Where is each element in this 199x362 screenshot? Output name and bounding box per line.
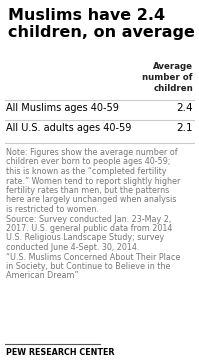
Text: Source: Survey conducted Jan. 23-May 2,: Source: Survey conducted Jan. 23-May 2, [6, 215, 171, 223]
Text: 2017. U.S. general public data from 2014: 2017. U.S. general public data from 2014 [6, 224, 172, 233]
Text: fertility rates than men, but the patterns: fertility rates than men, but the patter… [6, 186, 169, 195]
Text: in Society, but Continue to Believe in the: in Society, but Continue to Believe in t… [6, 262, 170, 271]
Text: All U.S. adults ages 40-59: All U.S. adults ages 40-59 [6, 123, 131, 133]
Text: All Muslims ages 40-59: All Muslims ages 40-59 [6, 103, 119, 113]
Text: children ever born to people ages 40-59;: children ever born to people ages 40-59; [6, 157, 171, 167]
Text: American Dream”: American Dream” [6, 272, 79, 281]
Text: Note: Figures show the average number of: Note: Figures show the average number of [6, 148, 178, 157]
Text: here are largely unchanged when analysis: here are largely unchanged when analysis [6, 195, 176, 205]
Text: “U.S. Muslims Concerned About Their Place: “U.S. Muslims Concerned About Their Plac… [6, 253, 180, 261]
Text: PEW RESEARCH CENTER: PEW RESEARCH CENTER [6, 348, 114, 357]
Text: this is known as the “completed fertility: this is known as the “completed fertilit… [6, 167, 167, 176]
Text: conducted June 4-Sept. 30, 2014.: conducted June 4-Sept. 30, 2014. [6, 243, 139, 252]
Text: rate.” Women tend to report slightly higher: rate.” Women tend to report slightly hig… [6, 177, 180, 185]
Text: U.S. Religious Landscape Study; survey: U.S. Religious Landscape Study; survey [6, 233, 164, 243]
Text: Average
number of
children: Average number of children [142, 62, 193, 93]
Text: is restricted to women.: is restricted to women. [6, 205, 99, 214]
Text: 2.1: 2.1 [176, 123, 193, 133]
Text: 2.4: 2.4 [176, 103, 193, 113]
Text: Muslims have 2.4
children, on average: Muslims have 2.4 children, on average [8, 8, 195, 40]
